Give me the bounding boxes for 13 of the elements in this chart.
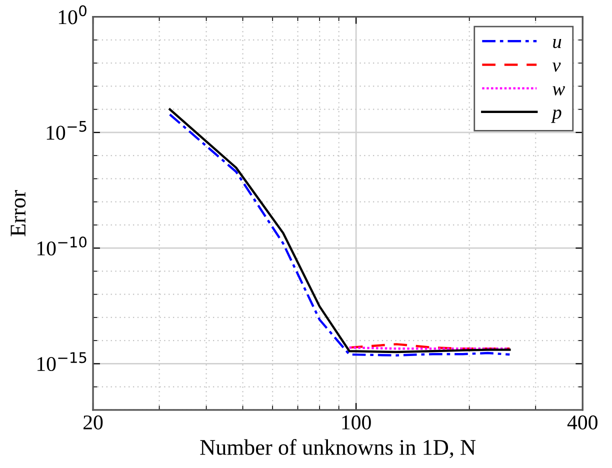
y-tick-label: 10$^{−15}$ — [37, 352, 86, 372]
legend-label: p — [551, 110, 562, 123]
y-axis-title: Error — [10, 190, 26, 236]
legend-label: v — [552, 62, 561, 72]
y-tick-label: 10$^{−5}$ — [46, 120, 86, 140]
x-tick-label: 20 — [84, 415, 103, 430]
x-tick-label: 100 — [342, 415, 371, 430]
x-axis-title: Number of unknowns in 1D, N — [200, 439, 476, 458]
legend-label: w — [552, 86, 565, 96]
y-tick-label: 10$^{0}$ — [58, 5, 86, 24]
x-tick-label: 400 — [567, 415, 598, 430]
legend-label: u — [553, 39, 562, 48]
y-tick-label: 10$^{−10}$ — [37, 236, 87, 256]
